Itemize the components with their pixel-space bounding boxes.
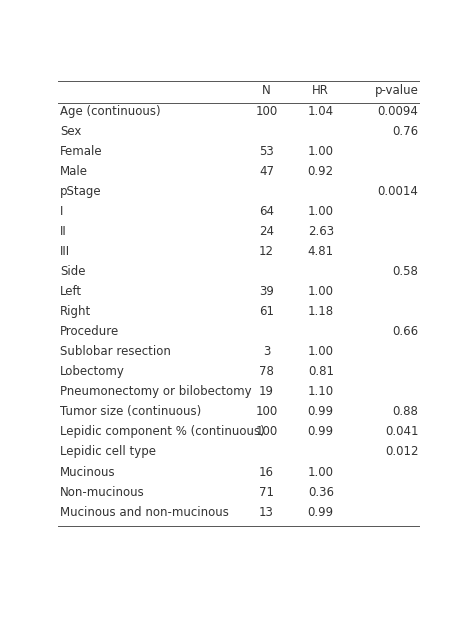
Text: 12: 12	[259, 245, 274, 258]
Text: 1.10: 1.10	[308, 386, 334, 399]
Text: 0.92: 0.92	[308, 165, 334, 178]
Text: 1.00: 1.00	[308, 285, 334, 298]
Text: Right: Right	[60, 305, 92, 318]
Text: 0.012: 0.012	[385, 446, 418, 459]
Text: 3: 3	[263, 345, 270, 358]
Text: Pneumonectomy or bilobectomy: Pneumonectomy or bilobectomy	[60, 386, 252, 399]
Text: 0.0094: 0.0094	[378, 105, 418, 118]
Text: 47: 47	[259, 165, 274, 178]
Text: N: N	[262, 84, 271, 97]
Text: Mucinous and non-mucinous: Mucinous and non-mucinous	[60, 506, 229, 519]
Text: 71: 71	[259, 485, 274, 498]
Text: Lepidic cell type: Lepidic cell type	[60, 446, 156, 459]
Text: 100: 100	[255, 425, 277, 438]
Text: Age (continuous): Age (continuous)	[60, 105, 161, 118]
Text: 24: 24	[259, 225, 274, 238]
Text: Side: Side	[60, 266, 85, 279]
Text: 1.00: 1.00	[308, 145, 334, 158]
Text: Tumor size (continuous): Tumor size (continuous)	[60, 405, 201, 418]
Text: Female: Female	[60, 145, 103, 158]
Text: p-value: p-value	[375, 84, 418, 97]
Text: 0.66: 0.66	[392, 326, 418, 339]
Text: 61: 61	[259, 305, 274, 318]
Text: 0.99: 0.99	[308, 425, 334, 438]
Text: 16: 16	[259, 465, 274, 478]
Text: 0.88: 0.88	[393, 405, 418, 418]
Text: III: III	[60, 245, 71, 258]
Text: 19: 19	[259, 386, 274, 399]
Text: 39: 39	[259, 285, 274, 298]
Text: 1.00: 1.00	[308, 206, 334, 219]
Text: 100: 100	[255, 105, 277, 118]
Text: Male: Male	[60, 165, 88, 178]
Text: 0.76: 0.76	[392, 125, 418, 138]
Text: Left: Left	[60, 285, 82, 298]
Text: I: I	[60, 206, 64, 219]
Text: 100: 100	[255, 405, 277, 418]
Text: Lobectomy: Lobectomy	[60, 365, 125, 378]
Text: 0.0014: 0.0014	[378, 185, 418, 198]
Text: Non-mucinous: Non-mucinous	[60, 485, 145, 498]
Text: Procedure: Procedure	[60, 326, 120, 339]
Text: HR: HR	[312, 84, 329, 97]
Text: 0.36: 0.36	[308, 485, 334, 498]
Text: 0.99: 0.99	[308, 405, 334, 418]
Text: 53: 53	[259, 145, 274, 158]
Text: 64: 64	[259, 206, 274, 219]
Text: Sublobar resection: Sublobar resection	[60, 345, 171, 358]
Text: 0.81: 0.81	[308, 365, 334, 378]
Text: 4.81: 4.81	[308, 245, 334, 258]
Text: Lepidic component % (continuous): Lepidic component % (continuous)	[60, 425, 265, 438]
Text: 2.63: 2.63	[308, 225, 334, 238]
Text: 13: 13	[259, 506, 274, 519]
Text: 1.18: 1.18	[308, 305, 334, 318]
Text: 78: 78	[259, 365, 274, 378]
Text: 1.04: 1.04	[308, 105, 334, 118]
Text: 0.58: 0.58	[393, 266, 418, 279]
Text: 1.00: 1.00	[308, 345, 334, 358]
Text: 1.00: 1.00	[308, 465, 334, 478]
Text: 0.99: 0.99	[308, 506, 334, 519]
Text: Sex: Sex	[60, 125, 82, 138]
Text: pStage: pStage	[60, 185, 102, 198]
Text: 0.041: 0.041	[385, 425, 418, 438]
Text: Mucinous: Mucinous	[60, 465, 116, 478]
Text: II: II	[60, 225, 67, 238]
